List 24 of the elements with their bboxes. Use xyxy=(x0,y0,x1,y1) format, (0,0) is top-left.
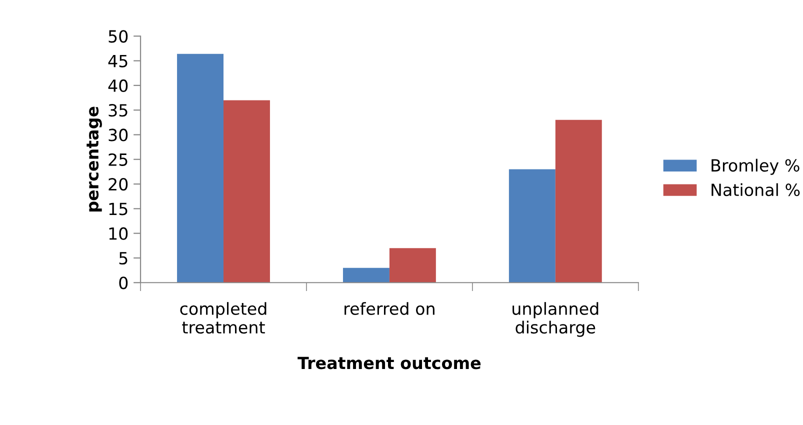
y-axis-title: percentage xyxy=(86,106,102,212)
y-tick-label: 15 xyxy=(109,202,128,216)
y-tick-label: 40 xyxy=(108,79,128,92)
y-tick-label: 35 xyxy=(108,104,128,117)
y-tick-label: 45 xyxy=(108,54,128,68)
y-tick-label: 30 xyxy=(108,128,128,142)
y-tick-label: 0 xyxy=(119,276,128,290)
x-axis-title: Treatment outcome xyxy=(298,356,481,370)
bar xyxy=(508,169,556,283)
x-tick-label: completed treatment xyxy=(180,302,266,334)
bar xyxy=(342,268,390,283)
y-tick-label: 20 xyxy=(108,178,128,191)
y-tick-label: 5 xyxy=(119,252,128,265)
bar xyxy=(224,100,270,283)
x-tick-label: unplanned discharge xyxy=(512,302,598,337)
legend-label: National % xyxy=(712,183,800,196)
y-tick-label: 25 xyxy=(108,153,128,166)
legend-label: Bromley % xyxy=(712,158,800,175)
y-tick-label: 50 xyxy=(108,30,128,43)
x-tick-label: referred on xyxy=(344,302,434,315)
bar xyxy=(389,248,436,283)
bar xyxy=(555,120,602,283)
bar xyxy=(177,54,224,283)
y-tick-label: 10 xyxy=(109,227,128,240)
